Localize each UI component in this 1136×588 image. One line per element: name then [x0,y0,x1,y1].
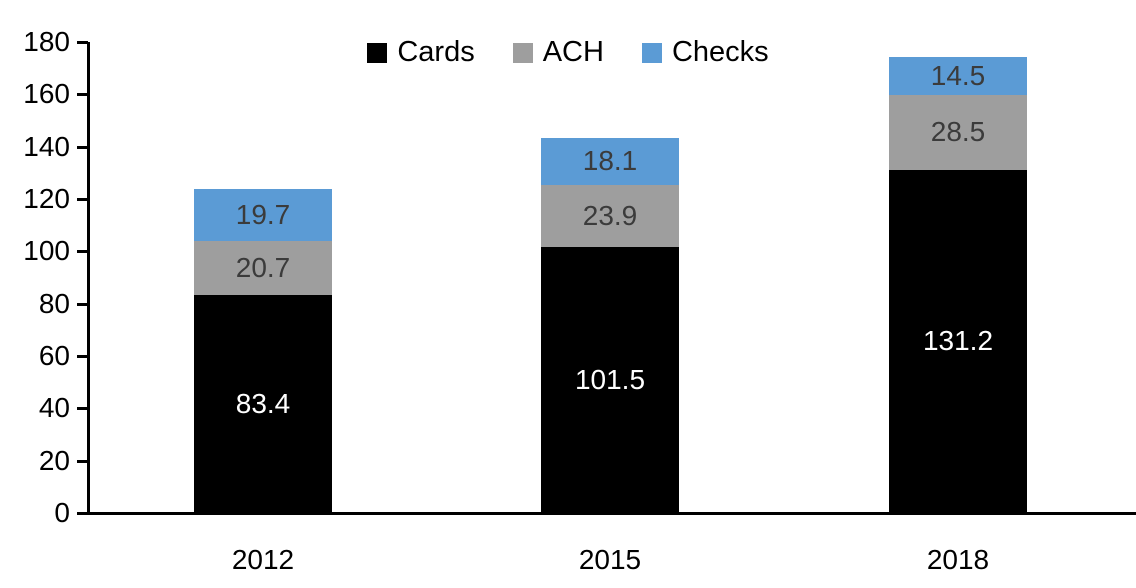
y-tick-mark [77,250,88,254]
y-tick-label: 140 [23,130,70,162]
data-label-cards-2018: 131.2 [922,325,994,357]
y-tick-label: 100 [23,235,70,267]
legend-swatch-icon [367,42,388,63]
data-label-checks-2012: 19.7 [235,198,291,230]
x-axis-label-2018: 2018 [926,544,990,575]
data-label-cards-2012: 83.4 [235,387,291,419]
bar-segment-checks-2015 [541,137,679,185]
y-tick-label: 180 [23,26,70,57]
legend-swatch-icon [641,42,662,63]
x-axis-label-2012: 2012 [231,544,295,575]
legend-label: ACH [542,36,604,68]
bar-segment-checks-2012 [194,189,332,241]
x-axis-line [87,512,1136,515]
bar-segment-ach-2015 [541,184,679,248]
data-label-ach-2018: 28.5 [930,116,986,148]
legend-item-ach: ACH [512,36,604,69]
y-tick-label: 80 [38,287,70,319]
y-tick-mark [77,145,88,149]
legend-item-checks: Checks [641,36,769,69]
bar-segment-checks-2018 [889,57,1027,96]
y-tick-mark [77,407,88,411]
data-label-checks-2018: 14.5 [930,60,986,92]
y-tick-label: 120 [23,183,70,214]
y-axis-line [87,42,90,515]
y-tick-label: 40 [38,392,70,424]
x-axis-label-2015: 2015 [578,544,642,575]
legend-label: Cards [397,36,475,68]
y-tick-label: 0 [54,497,70,528]
y-tick-mark [77,302,88,306]
data-label-checks-2015: 18.1 [582,145,638,177]
bar-segment-cards-2018 [889,169,1027,513]
y-tick-label: 160 [23,78,70,110]
y-tick-mark [77,93,88,97]
data-label-cards-2015: 101.5 [574,364,646,396]
bar-segment-ach-2012 [194,240,332,295]
y-tick-mark [77,355,88,358]
y-tick-mark [77,512,88,515]
data-label-ach-2012: 20.7 [235,251,291,283]
legend-label: Checks [671,36,769,68]
bar-segment-cards-2012 [194,294,332,513]
chart-legend: Cards ACH Checks [0,36,1136,69]
data-label-ach-2015: 23.9 [582,200,638,232]
y-tick-mark [77,41,88,44]
y-tick-label: 20 [38,444,70,476]
y-tick-mark [77,198,88,201]
bar-segment-ach-2018 [889,95,1027,170]
y-tick-label: 60 [38,340,70,371]
y-tick-mark [77,459,88,463]
legend-item-cards: Cards [367,36,475,69]
bar-segment-cards-2015 [541,247,679,513]
legend-swatch-icon [512,42,533,63]
